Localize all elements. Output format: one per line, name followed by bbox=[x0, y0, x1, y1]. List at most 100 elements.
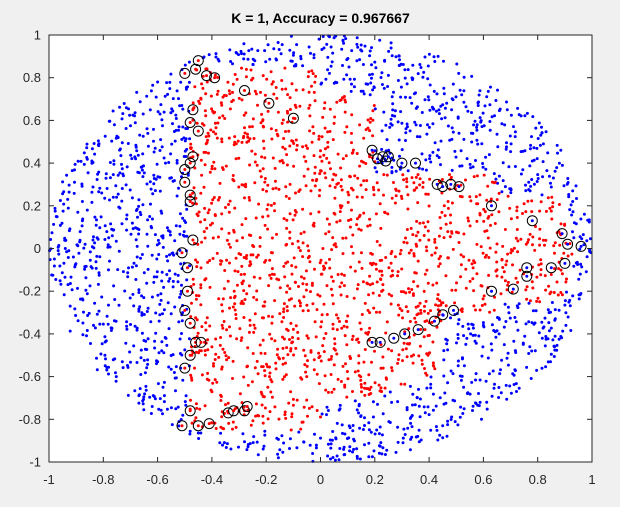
outer-point bbox=[428, 154, 432, 158]
inner-point bbox=[495, 198, 499, 202]
outer-point bbox=[443, 116, 447, 120]
outer-point bbox=[397, 54, 401, 58]
inner-point bbox=[425, 268, 429, 272]
outer-point bbox=[224, 446, 228, 449]
inner-point bbox=[216, 89, 220, 93]
outer-point bbox=[352, 85, 356, 89]
outer-point bbox=[490, 348, 494, 352]
outer-point bbox=[456, 364, 460, 368]
outer-point bbox=[160, 340, 164, 344]
outer-point bbox=[114, 184, 118, 188]
inner-point bbox=[382, 193, 385, 197]
outer-point bbox=[57, 252, 61, 256]
inner-point bbox=[215, 251, 219, 255]
outer-point bbox=[457, 131, 461, 135]
inner-point bbox=[351, 251, 355, 255]
inner-point bbox=[241, 136, 245, 140]
outer-point bbox=[478, 378, 482, 382]
outer-point bbox=[116, 192, 120, 196]
inner-point bbox=[464, 178, 467, 182]
inner-point bbox=[476, 202, 480, 206]
outer-point bbox=[219, 431, 223, 435]
inner-point bbox=[298, 301, 302, 305]
outer-point bbox=[505, 108, 509, 112]
inner-point bbox=[261, 215, 265, 219]
outer-point bbox=[396, 79, 400, 82]
outer-point bbox=[471, 409, 474, 412]
inner-point bbox=[494, 250, 498, 254]
inner-point bbox=[304, 159, 308, 163]
outer-point bbox=[529, 184, 533, 188]
outer-point bbox=[373, 432, 377, 436]
outer-point bbox=[580, 237, 584, 241]
inner-point bbox=[194, 316, 198, 320]
inner-point bbox=[489, 223, 492, 227]
inner-point bbox=[434, 303, 438, 307]
inner-point bbox=[349, 218, 353, 221]
y-tick-label: 0.6 bbox=[23, 113, 41, 128]
misclassified-marker bbox=[575, 240, 587, 252]
inner-point bbox=[221, 166, 224, 170]
inner-point bbox=[263, 180, 267, 184]
outer-point bbox=[157, 407, 161, 411]
inner-point bbox=[276, 110, 280, 114]
outer-point bbox=[445, 101, 449, 105]
outer-point bbox=[405, 406, 409, 410]
inner-point bbox=[411, 292, 415, 296]
inner-point bbox=[331, 302, 335, 306]
outer-point bbox=[431, 122, 435, 126]
outer-point bbox=[174, 389, 177, 393]
outer-point bbox=[532, 182, 536, 186]
outer-point bbox=[166, 301, 170, 305]
inner-point bbox=[235, 283, 239, 287]
inner-point bbox=[251, 244, 255, 247]
outer-point bbox=[148, 215, 152, 218]
outer-point bbox=[507, 165, 511, 169]
inner-point bbox=[356, 283, 360, 287]
outer-point bbox=[553, 308, 557, 312]
inner-point bbox=[213, 73, 217, 77]
outer-point bbox=[516, 328, 520, 332]
inner-point bbox=[262, 139, 265, 143]
inner-point bbox=[357, 340, 361, 344]
outer-point bbox=[117, 249, 121, 253]
inner-point bbox=[199, 303, 203, 307]
inner-point bbox=[206, 371, 210, 375]
inner-point bbox=[404, 347, 408, 351]
outer-point bbox=[263, 429, 267, 433]
misclassified-point bbox=[196, 424, 200, 428]
inner-point bbox=[474, 195, 478, 199]
inner-point bbox=[310, 84, 313, 88]
inner-point bbox=[401, 359, 404, 363]
outer-point bbox=[398, 167, 402, 171]
inner-point bbox=[505, 259, 509, 263]
inner-point bbox=[288, 96, 292, 100]
inner-point bbox=[322, 350, 326, 354]
inner-point bbox=[247, 284, 251, 288]
inner-point bbox=[478, 213, 482, 217]
outer-point bbox=[477, 392, 480, 395]
inner-point bbox=[268, 258, 272, 262]
inner-point bbox=[390, 294, 394, 298]
inner-point bbox=[240, 264, 244, 268]
outer-point bbox=[120, 360, 124, 364]
inner-point bbox=[481, 297, 485, 301]
inner-point bbox=[438, 299, 442, 303]
outer-point bbox=[156, 175, 160, 179]
inner-point bbox=[426, 220, 430, 224]
outer-point bbox=[104, 357, 107, 361]
outer-point bbox=[58, 264, 62, 268]
inner-point bbox=[350, 208, 353, 212]
outer-point bbox=[251, 57, 255, 61]
misclassified-point bbox=[560, 232, 564, 236]
inner-point bbox=[424, 299, 428, 303]
misclassified-marker bbox=[184, 317, 196, 329]
outer-point bbox=[427, 52, 431, 56]
inner-point bbox=[291, 242, 294, 246]
outer-point bbox=[563, 303, 567, 307]
misclassified-point bbox=[196, 129, 200, 133]
outer-point bbox=[567, 193, 571, 196]
outer-point bbox=[246, 445, 250, 449]
outer-point bbox=[162, 308, 166, 312]
inner-point bbox=[351, 334, 355, 338]
